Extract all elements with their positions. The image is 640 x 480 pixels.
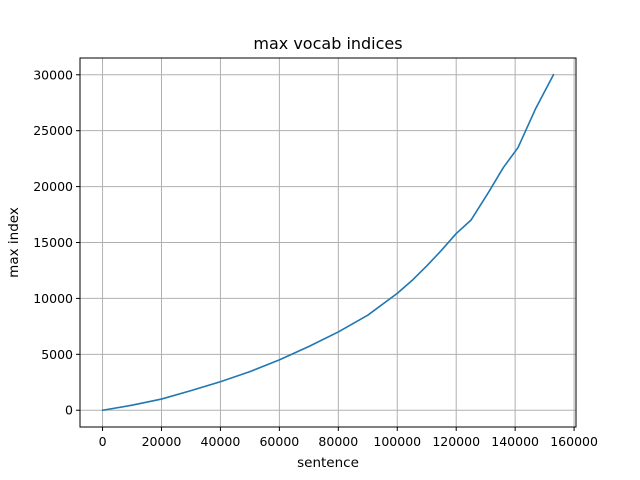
x-tick-label: 100000: [373, 434, 421, 449]
x-tick-label: 0: [99, 434, 107, 449]
grid: [80, 58, 576, 427]
x-tick-label: 20000: [142, 434, 182, 449]
x-axis-label: sentence: [297, 455, 359, 471]
y-tick-label: 5000: [41, 347, 73, 362]
y-tick-label: 0: [65, 403, 73, 418]
y-tick-label: 10000: [33, 291, 73, 306]
series-layer: [101, 73, 555, 412]
series-line: [101, 73, 555, 412]
y-tick-label: 15000: [33, 235, 73, 250]
x-tick-label: 80000: [318, 434, 358, 449]
chart-title: max vocab indices: [253, 34, 402, 53]
x-tick-label: 40000: [201, 434, 241, 449]
x-tick-label: 60000: [259, 434, 299, 449]
y-axis-label: max index: [6, 207, 22, 278]
y-tick-label: 20000: [33, 179, 73, 194]
x-tick-label: 120000: [432, 434, 480, 449]
axis-ticks: 0 20000 40000 60000 80000 100000 120000 140000 1…: [33, 67, 598, 449]
x-tick-label: 140000: [491, 434, 539, 449]
y-tick-label: 25000: [33, 123, 73, 138]
x-tick-label: 160000: [550, 434, 598, 449]
y-tick-label: 30000: [33, 67, 73, 82]
